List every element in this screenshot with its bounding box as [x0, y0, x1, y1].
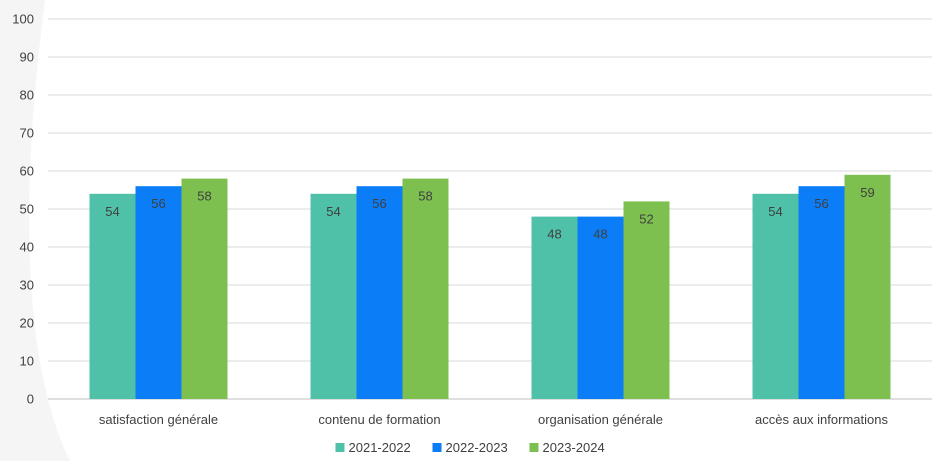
y-tick-label: 90 — [20, 50, 34, 65]
x-category-label: contenu de formation — [318, 412, 440, 427]
data-label: 58 — [418, 189, 432, 204]
y-tick-label: 20 — [20, 316, 34, 331]
data-label: 54 — [326, 204, 340, 219]
y-tick-label: 100 — [12, 12, 34, 27]
y-tick-label: 30 — [20, 278, 34, 293]
bar-2021-2022-1 — [89, 193, 136, 399]
data-label: 54 — [768, 204, 782, 219]
bar-2022-2023-4 — [798, 186, 845, 399]
bars — [89, 174, 891, 399]
y-tick-label: 50 — [20, 202, 34, 217]
x-category-label: accès aux informations — [755, 412, 888, 427]
x-category-label: satisfaction générale — [99, 412, 218, 427]
y-tick-label: 40 — [20, 240, 34, 255]
bar-2023-2024-3 — [623, 201, 670, 399]
data-label: 52 — [639, 211, 653, 226]
y-tick-label: 10 — [20, 354, 34, 369]
bar-2023-2024-1 — [181, 178, 228, 399]
bar-2022-2023-3 — [577, 216, 624, 399]
data-label: 58 — [197, 189, 211, 204]
data-label: 54 — [105, 204, 119, 219]
bar-2022-2023-2 — [356, 186, 403, 399]
legend-swatch — [335, 443, 345, 452]
data-label: 48 — [593, 227, 607, 242]
legend-swatch — [432, 443, 442, 452]
data-label: 48 — [547, 227, 561, 242]
data-label: 56 — [814, 196, 828, 211]
legend-label: 2022-2023 — [446, 440, 508, 455]
x-axis-categories: satisfaction générale contenu de formatio… — [99, 412, 889, 427]
y-axis-ticks: 0 10 20 30 40 50 60 70 80 90 100 — [12, 12, 34, 407]
y-tick-label: 60 — [20, 164, 34, 179]
legend-label: 2021-2022 — [349, 440, 411, 455]
legend-label: 2023-2024 — [543, 440, 605, 455]
legend: 2021-2022 2022-2023 2023-2024 — [335, 440, 605, 455]
bar-2021-2022-4 — [752, 193, 799, 399]
bar-2023-2024-4 — [844, 174, 891, 399]
y-tick-label: 70 — [20, 126, 34, 141]
y-tick-label: 0 — [27, 392, 34, 407]
data-labels: 54 56 58 54 56 58 48 48 52 54 56 59 — [105, 185, 874, 242]
bar-2023-2024-2 — [402, 178, 449, 399]
bar-2021-2022-3 — [531, 216, 578, 399]
bar-2021-2022-2 — [310, 193, 357, 399]
bar-2022-2023-1 — [135, 186, 182, 399]
background-decor-arc — [0, 0, 70, 461]
data-label: 56 — [151, 196, 165, 211]
y-tick-label: 80 — [20, 88, 34, 103]
legend-swatch — [529, 443, 539, 452]
x-category-label: organisation générale — [538, 412, 663, 427]
data-label: 59 — [860, 185, 874, 200]
data-label: 56 — [372, 196, 386, 211]
